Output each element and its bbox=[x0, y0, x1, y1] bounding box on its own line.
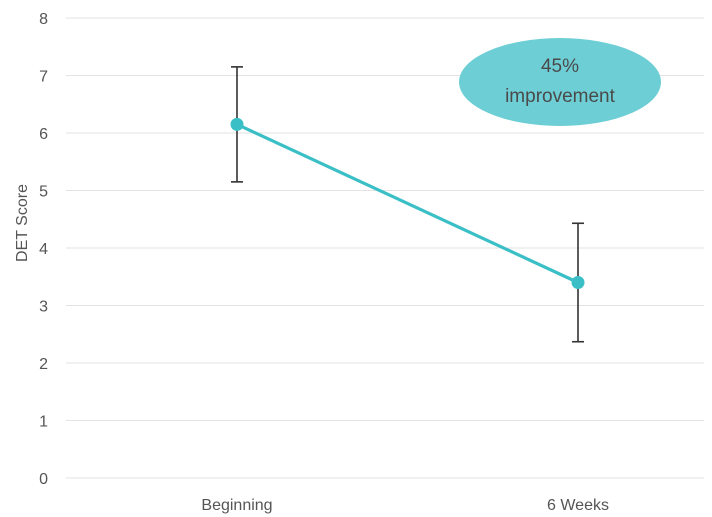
x-tick-label-1: 6 Weeks bbox=[547, 497, 609, 514]
y-tick-label-6: 6 bbox=[39, 126, 48, 143]
x-tick-label-0: Beginning bbox=[201, 497, 272, 514]
y-tick-label-8: 8 bbox=[39, 11, 48, 28]
y-tick-label-3: 3 bbox=[39, 299, 48, 316]
callout-ellipse bbox=[459, 38, 661, 126]
data-point-0 bbox=[230, 117, 244, 131]
x-tick-labels: Beginning 6 Weeks bbox=[201, 497, 609, 514]
y-tick-label-7: 7 bbox=[39, 69, 48, 86]
y-tick-label-2: 2 bbox=[39, 356, 48, 373]
grid-lines bbox=[66, 17, 704, 479]
y-tick-label-1: 1 bbox=[39, 414, 48, 431]
callout-percent: 45% bbox=[541, 56, 579, 77]
y-tick-label-4: 4 bbox=[39, 241, 48, 258]
series-path bbox=[236, 122, 579, 284]
improvement-callout: 45% improvement bbox=[459, 38, 661, 126]
y-axis-title: DET Score bbox=[14, 184, 31, 262]
callout-label: improvement bbox=[505, 86, 616, 107]
y-tick-label-0: 0 bbox=[39, 471, 48, 488]
y-tick-labels: 0 1 2 3 4 5 6 7 8 bbox=[39, 11, 48, 488]
y-tick-label-5: 5 bbox=[39, 184, 48, 201]
data-point-1 bbox=[571, 276, 585, 289]
series-line bbox=[230, 117, 585, 289]
